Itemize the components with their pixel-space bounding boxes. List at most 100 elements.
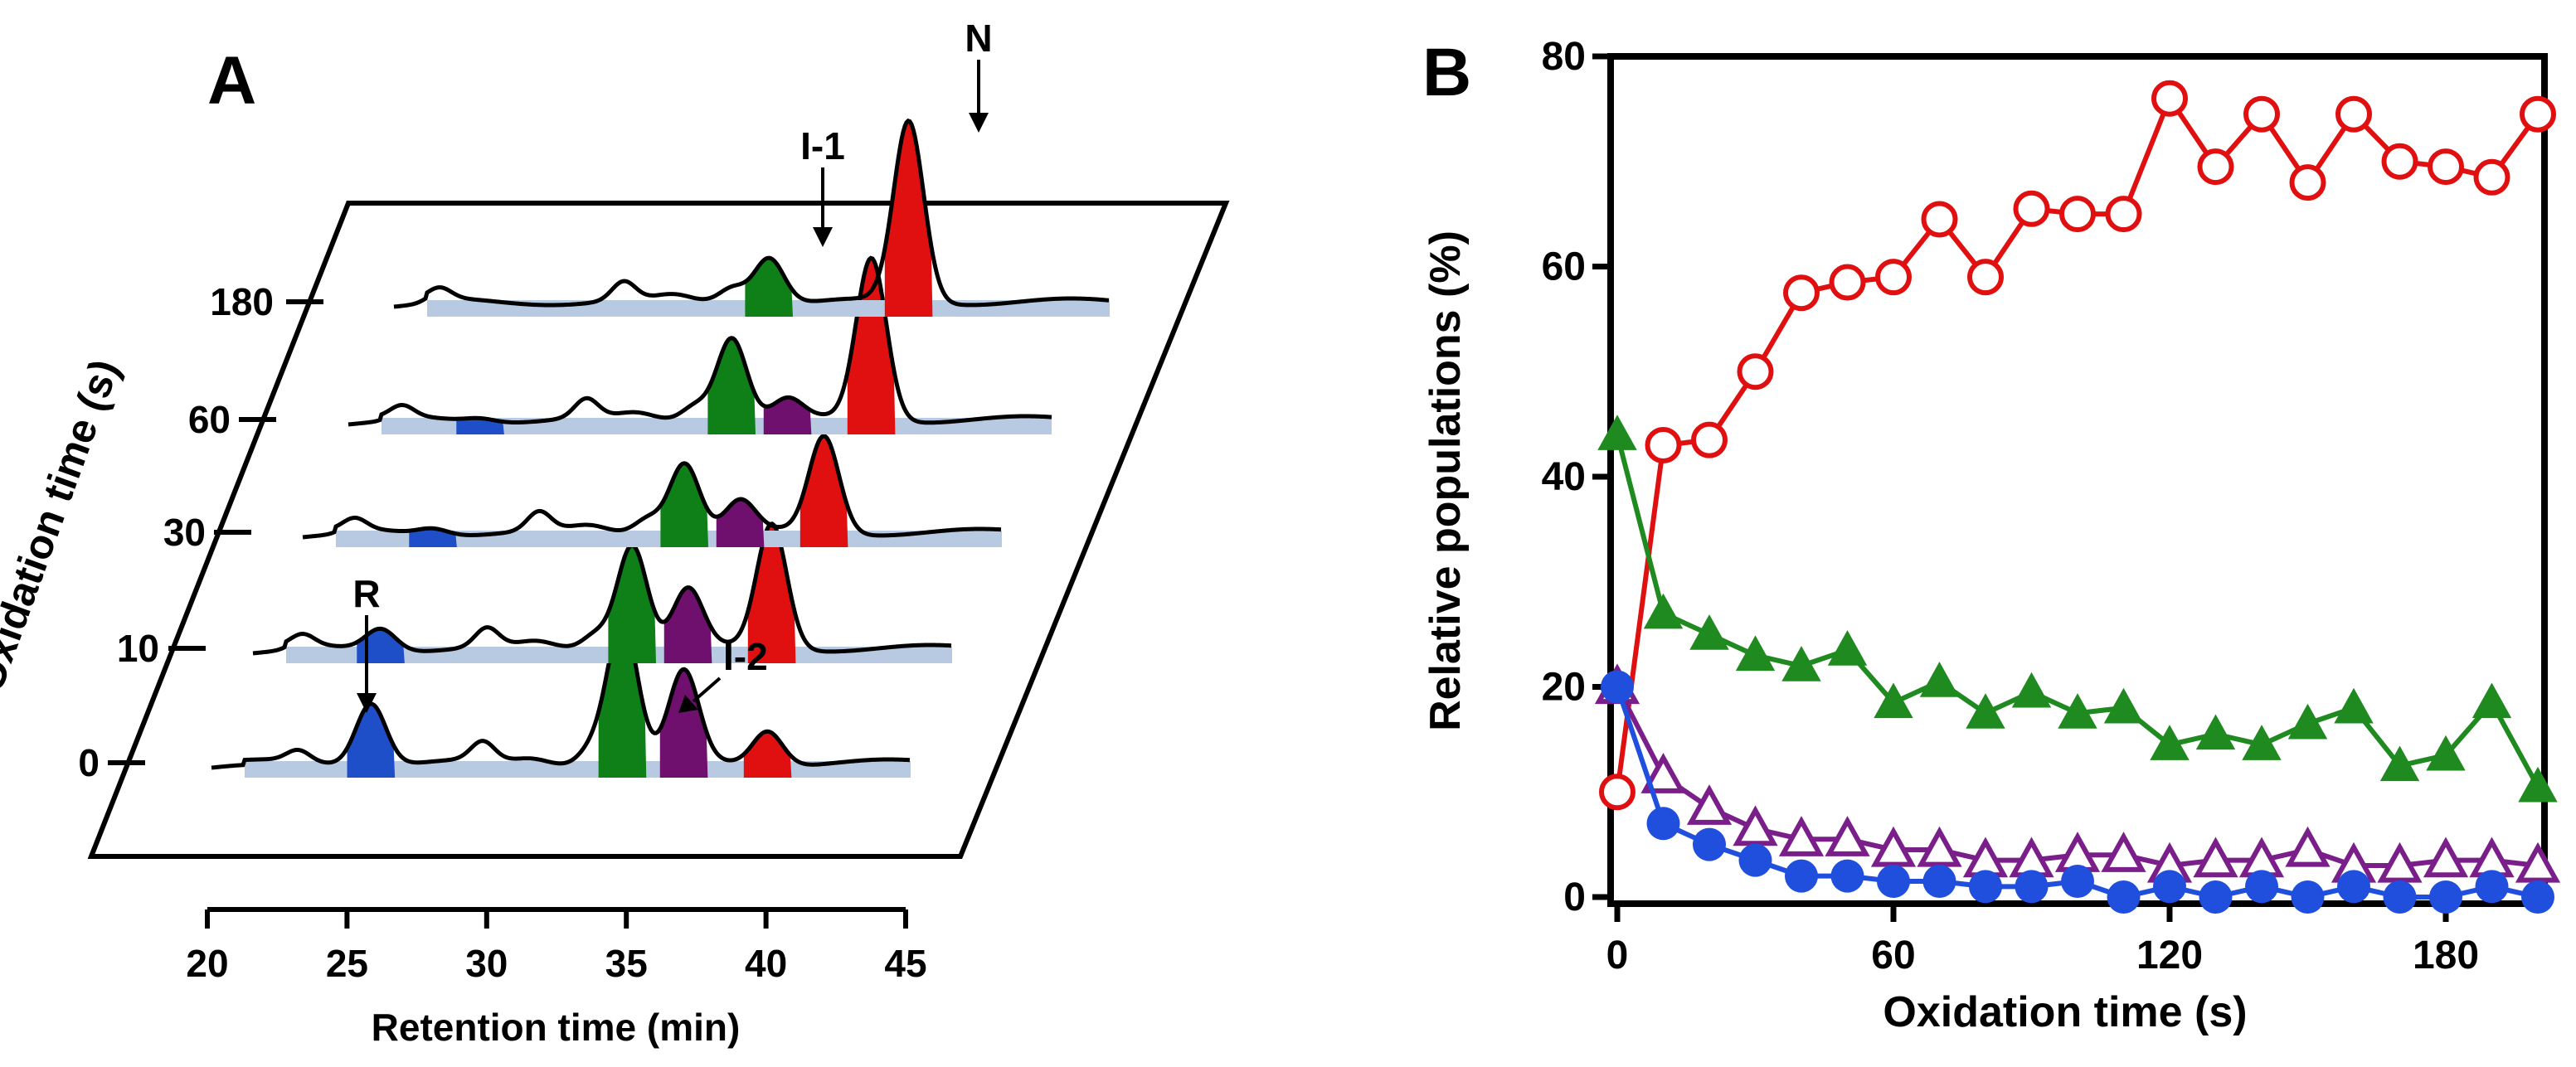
peak-area-n <box>800 435 848 547</box>
data-point <box>1738 843 1772 877</box>
y-tick-label: 20 <box>1542 666 1586 710</box>
y-tick-label: 80 <box>1542 35 1586 79</box>
arrow-n-head <box>969 113 989 133</box>
data-point <box>1825 816 1870 856</box>
peak-area-i-2 <box>716 499 765 547</box>
data-point <box>1643 593 1684 629</box>
panel-a-x-title: Retention time (min) <box>372 1006 741 1049</box>
data-point <box>2383 880 2417 914</box>
data-point <box>2289 164 2326 201</box>
label-i2: I-2 <box>723 635 768 678</box>
data-point <box>2245 870 2278 904</box>
label-n: N <box>965 17 992 60</box>
data-point <box>1785 859 1818 893</box>
chromatogram-traces <box>211 118 1110 778</box>
data-point <box>2426 735 2466 771</box>
data-point <box>1781 646 1821 681</box>
data-point <box>2153 870 2186 904</box>
data-point <box>2243 95 2280 133</box>
trace-line <box>393 118 1110 309</box>
data-point <box>2103 687 2144 724</box>
data-point <box>1733 805 1778 846</box>
x-tick-label: 180 <box>2413 934 2479 977</box>
x-tick-label: 25 <box>326 942 368 985</box>
series-n <box>1599 80 2556 811</box>
arrow-r-head <box>357 693 377 713</box>
panel-b-axes: 0 20 40 60 80 0 60 120 180 <box>1542 35 2479 977</box>
y-tick-label: 60 <box>1542 245 1586 289</box>
x-tick-label: 0 <box>1606 934 1629 977</box>
panel-b-series <box>1594 80 2561 914</box>
trace-line <box>252 521 952 656</box>
data-point <box>1967 259 2004 296</box>
label-i1: I-1 <box>800 124 845 167</box>
series-i-1 <box>1597 415 2558 803</box>
data-point <box>1875 259 1912 296</box>
panel-a-y-title: Oxidation time (s) <box>0 353 129 698</box>
data-point <box>1922 864 1956 898</box>
x-tick-label: 60 <box>1871 934 1915 977</box>
data-point <box>2193 837 2238 878</box>
data-point <box>2195 714 2236 750</box>
y-tick-label: 0 <box>1563 875 1586 919</box>
data-point <box>2242 725 2282 760</box>
data-point <box>1599 774 1636 811</box>
trace-line <box>302 434 1002 540</box>
peak-area-i-2 <box>659 669 708 778</box>
data-point <box>2429 880 2462 914</box>
data-point <box>2011 672 2052 708</box>
arrow-i2 <box>692 677 722 703</box>
data-point <box>2151 80 2188 117</box>
x-tick-label: 45 <box>884 942 926 985</box>
data-point <box>2472 682 2512 719</box>
arrow-i2-head <box>678 695 698 713</box>
y-tick-label: 60 <box>188 398 231 441</box>
data-point <box>2520 95 2556 133</box>
arrow-i1-head <box>813 227 833 247</box>
data-point <box>2061 864 2094 898</box>
data-point <box>1693 827 1726 861</box>
data-point <box>2107 880 2141 914</box>
peak-area-r <box>456 418 504 434</box>
data-point <box>1737 353 1774 390</box>
data-point <box>2015 870 2049 904</box>
data-point <box>1689 614 1729 650</box>
panel-a-x-axis: 20 25 30 35 40 45 Retention time (min) <box>186 907 927 1049</box>
peak-area-i-2 <box>763 397 812 434</box>
panel-a-x-ticks: 20 25 30 35 40 45 <box>186 909 927 985</box>
series-r <box>1601 670 2554 914</box>
data-point <box>1966 693 2005 729</box>
data-point <box>2335 95 2372 133</box>
chromatogram-trace <box>348 255 1052 434</box>
x-tick-label: 40 <box>745 942 787 985</box>
data-point <box>2287 703 2328 740</box>
data-point <box>2013 190 2050 227</box>
peak-area-r <box>357 628 405 663</box>
data-point <box>1645 426 1682 463</box>
chromatogram-trace <box>393 118 1110 317</box>
data-point <box>2428 148 2464 186</box>
data-point <box>1597 415 1637 450</box>
x-tick-label: 30 <box>465 942 508 985</box>
data-point <box>2515 841 2561 883</box>
panel-a-letter: A <box>207 43 256 119</box>
data-point <box>1830 859 1864 893</box>
y-tick-label: 0 <box>78 741 100 784</box>
y-tick-label: 30 <box>163 511 206 554</box>
data-point <box>1686 784 1733 825</box>
peak-area-i-1 <box>608 545 656 663</box>
data-point <box>2423 837 2469 878</box>
data-point <box>1877 864 1910 898</box>
panel-a-frame <box>87 201 1230 859</box>
data-point <box>1601 670 1634 704</box>
data-point <box>2101 832 2146 872</box>
data-point <box>1919 662 1960 697</box>
peak-area-i-1 <box>745 258 793 317</box>
y-tick-label: 40 <box>1542 455 1586 499</box>
y-tick-label: 180 <box>210 280 274 323</box>
data-point <box>2377 841 2423 883</box>
data-point <box>2337 870 2370 904</box>
peak-area-n <box>743 731 792 778</box>
